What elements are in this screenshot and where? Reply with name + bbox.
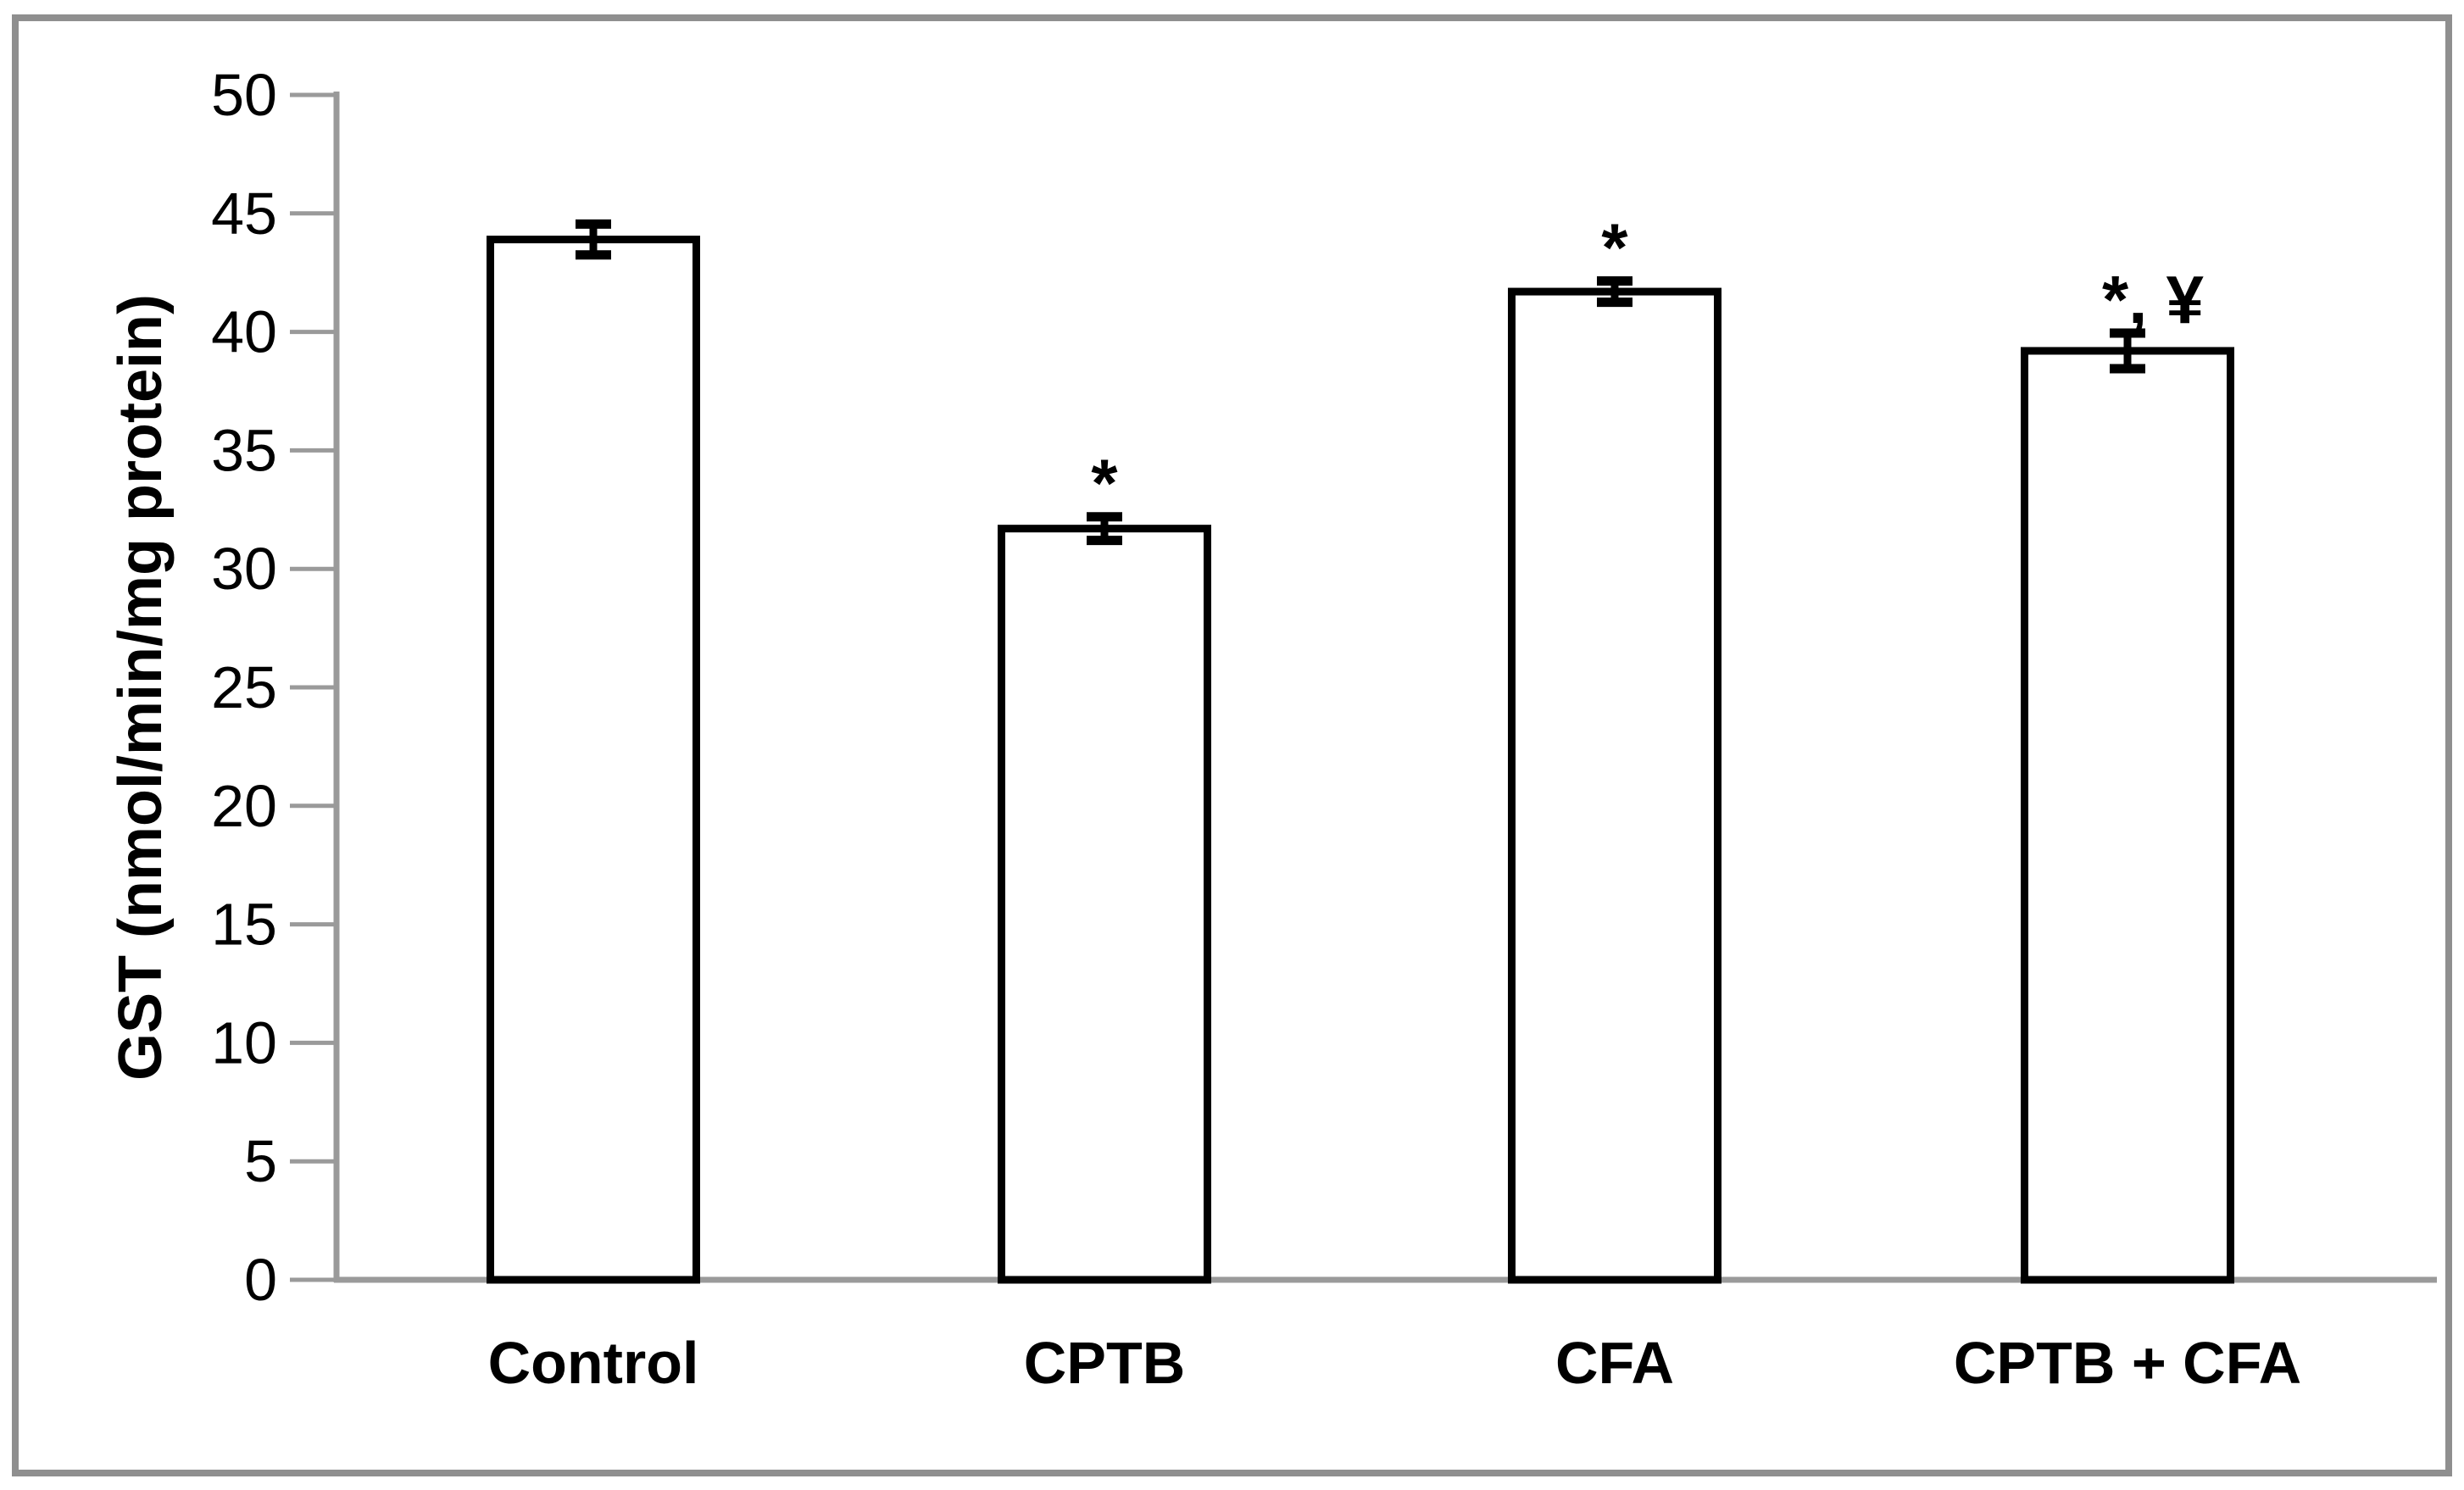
y-tick-label: 20 (211, 773, 277, 839)
significance-annotation: *, ¥ (2102, 262, 2205, 337)
y-axis-title: GST (nmol/min/mg protein) (107, 294, 175, 1081)
bar (487, 236, 700, 1284)
y-tick-label: 40 (211, 299, 277, 365)
bar (1508, 287, 1721, 1284)
significance-annotation: * (1091, 446, 1118, 521)
y-tick-label: 25 (211, 654, 277, 720)
figure-frame (12, 14, 2452, 1476)
category-label: CPTB (1024, 1330, 1186, 1396)
y-tick-label: 50 (211, 62, 277, 128)
category-label: Control (488, 1330, 699, 1396)
y-tick-label: 15 (211, 892, 277, 958)
bar (2021, 347, 2234, 1284)
bar (998, 525, 1211, 1284)
plot-area: 0 5 10 15 20 25 30 35 40 45 50 Control * CPTB * CFA *, ¥… (211, 62, 2437, 1396)
category-label: CFA (1555, 1330, 1674, 1396)
y-tick-label: 45 (211, 181, 277, 247)
y-tick-label: 10 (211, 1009, 277, 1076)
y-tick-label: 0 (244, 1247, 277, 1313)
category-label: CPTB + CFA (1954, 1330, 2301, 1396)
y-tick-label: 5 (244, 1128, 277, 1194)
y-tick-label: 30 (211, 536, 277, 602)
significance-annotation: * (1601, 209, 1628, 285)
y-tick-label: 35 (211, 417, 277, 483)
